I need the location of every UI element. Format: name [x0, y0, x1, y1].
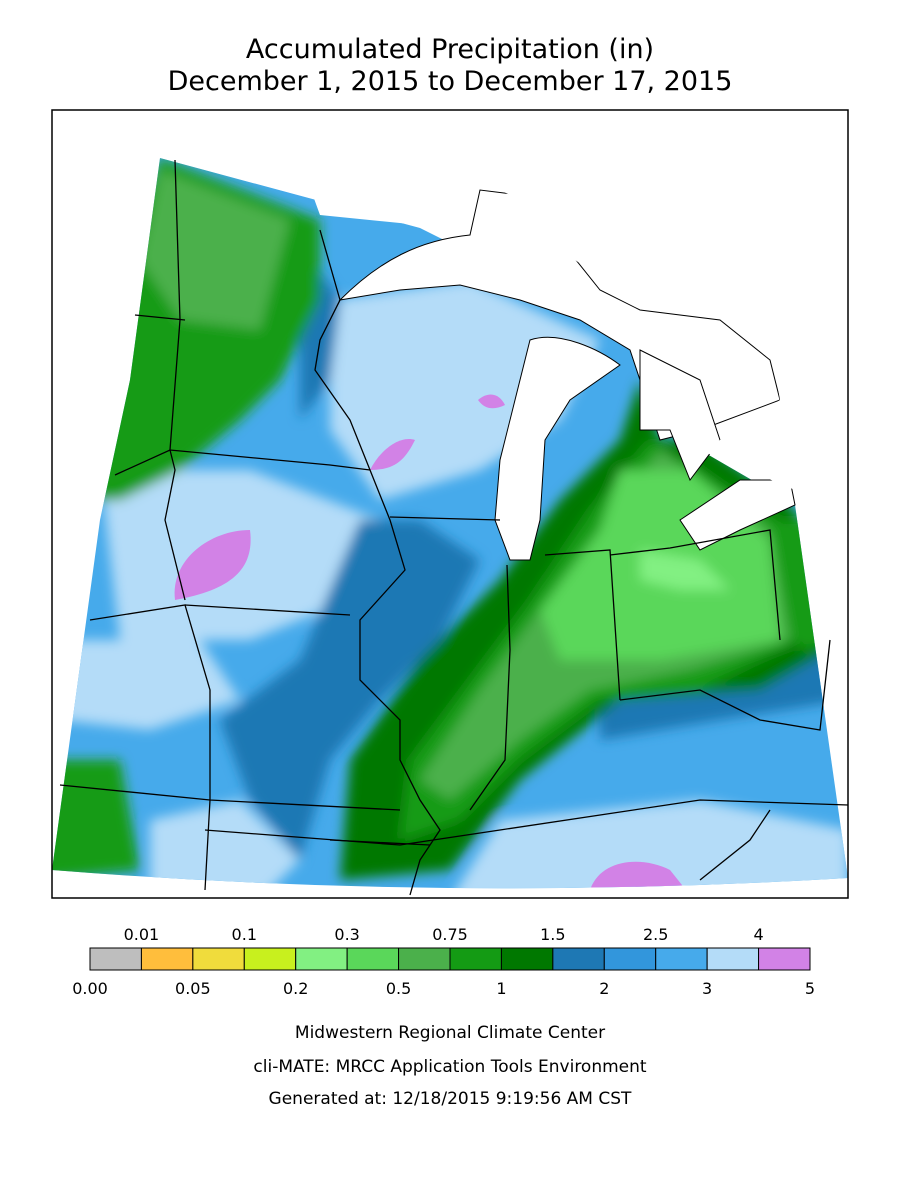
footer-line: cli-MATE: MRCC Application Tools Environ…: [253, 1057, 646, 1077]
legend-label: 0.1: [232, 925, 257, 944]
legend-swatch: [398, 947, 451, 971]
legend-swatch: [89, 947, 142, 971]
legend-label: 1: [496, 979, 506, 998]
legend-label: 0.00: [72, 979, 108, 998]
legend-label: 0.75: [432, 925, 468, 944]
water-and-land: [240, 108, 800, 561]
legend-swatch: [758, 947, 811, 971]
legend-label: 0.05: [175, 979, 211, 998]
legend-swatch: [140, 947, 194, 971]
legend-swatch: [603, 947, 657, 971]
footer-line: Generated at: 12/18/2015 9:19:56 AM CST: [269, 1089, 632, 1109]
legend-swatch: [552, 947, 605, 971]
legend-swatch: [706, 947, 760, 971]
legend-swatch: [295, 947, 348, 971]
legend-swatch: [449, 947, 502, 971]
legend-swatch: [346, 947, 400, 971]
legend-label: 0.5: [386, 979, 411, 998]
legend-label: 0.01: [124, 925, 160, 944]
footer-line: Midwestern Regional Climate Center: [295, 1023, 605, 1043]
subtitle: December 1, 2015 to December 17, 2015: [168, 66, 733, 97]
legend-label: 1.5: [540, 925, 565, 944]
legend-label: 5: [805, 979, 815, 998]
state-borders: [59, 159, 849, 896]
title: Accumulated Precipitation (in): [246, 34, 654, 65]
map-frame: [51, 109, 849, 899]
legend-label: 2.5: [643, 925, 668, 944]
legend-swatch: [500, 947, 554, 971]
legend: 0.00 0.01 0.05 0.1 0.2 0.3 0.5 0.75 1 1.5 2 2.5 3 4 5: [72, 925, 815, 998]
legend-swatch: [243, 947, 297, 971]
legend-swatch: [192, 947, 245, 971]
legend-label: 4: [753, 925, 763, 944]
legend-label: 0.2: [283, 979, 308, 998]
legend-swatch: [655, 947, 708, 971]
legend-label: 3: [702, 979, 712, 998]
legend-label: 0.3: [334, 925, 359, 944]
legend-label: 2: [599, 979, 609, 998]
